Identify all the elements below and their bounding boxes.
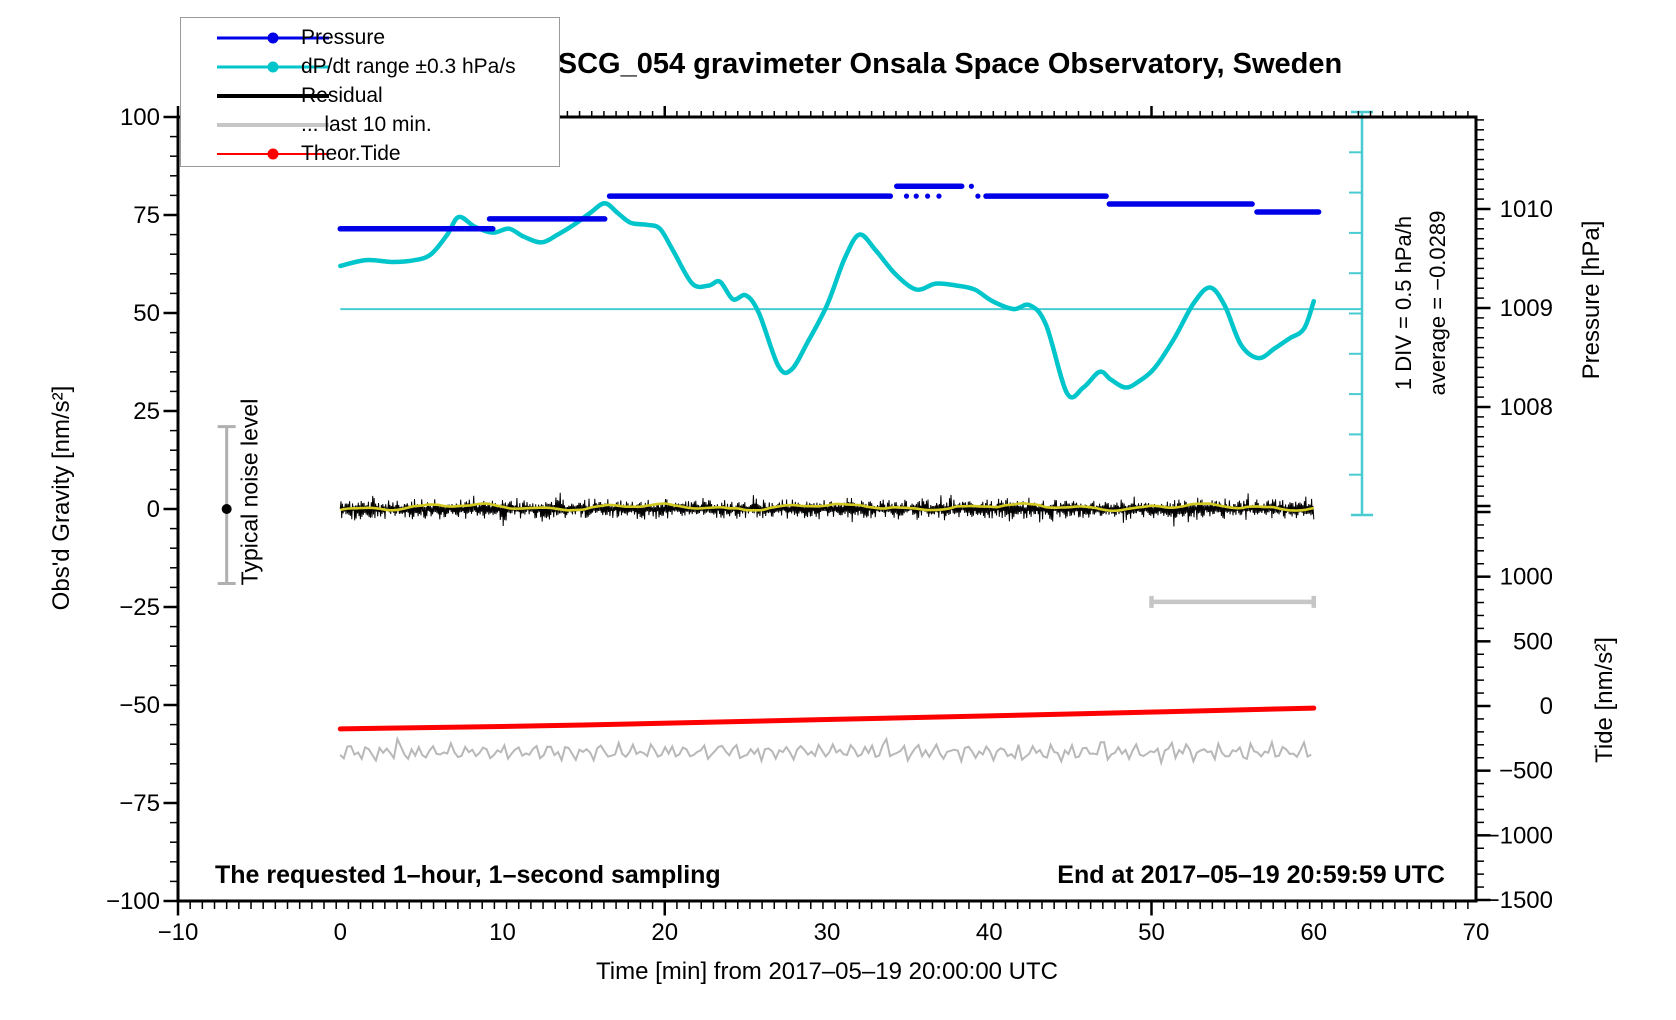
dpdt-curve <box>338 200 1317 400</box>
chart-title: SCG_054 gravimeter Onsala Space Observat… <box>557 48 1343 80</box>
pressure-axis-title: Pressure [hPa] <box>1578 220 1605 380</box>
svg-text:30: 30 <box>814 919 841 946</box>
svg-text:25: 25 <box>133 398 160 425</box>
end-time-annotation: End at 2017–05–19 20:59:59 UTC <box>1057 861 1445 889</box>
dpdt-dot-icon <box>267 61 279 73</box>
theor-tide-series <box>337 705 1317 732</box>
svg-text:−1500: −1500 <box>1486 887 1553 914</box>
svg-text:70: 70 <box>1463 919 1490 946</box>
legend-label-pressure: Pressure <box>301 26 386 49</box>
noise-errorbar <box>217 425 236 585</box>
svg-text:20: 20 <box>651 919 678 946</box>
plot-frame <box>176 115 1478 903</box>
legend-item-tide: Theor.Tide <box>181 140 559 168</box>
svg-text:60: 60 <box>1300 919 1327 946</box>
svg-text:10: 10 <box>489 919 516 946</box>
noise-level-label: Typical noise level <box>236 398 263 586</box>
svg-text:100: 100 <box>120 104 160 131</box>
svg-text:50: 50 <box>1138 919 1165 946</box>
legend-label-tide: Theor.Tide <box>301 142 401 165</box>
svg-text:75: 75 <box>133 202 160 229</box>
y-axis-ticks: 100 75 50 25 0 −25 −50 −75 −100 <box>106 104 177 915</box>
svg-text:−75: −75 <box>119 790 160 817</box>
svg-text:1000: 1000 <box>1500 564 1553 591</box>
svg-text:0: 0 <box>334 919 347 946</box>
x-axis-ticks: −10 0 10 20 30 40 50 60 70 <box>158 106 1490 946</box>
legend-label-residual: Residual <box>301 84 383 107</box>
pressure-series <box>337 183 1322 232</box>
svg-text:500: 500 <box>1513 628 1553 655</box>
svg-text:1008: 1008 <box>1500 394 1553 421</box>
pressure-dot-icon <box>267 32 279 44</box>
svg-text:0: 0 <box>147 496 160 523</box>
svg-text:50: 50 <box>133 300 160 327</box>
svg-text:0: 0 <box>1540 693 1553 720</box>
legend-label-last10: ... last 10 min. <box>301 113 432 136</box>
legend: Pressure dP/dt range ±0.3 hPa/s Residual..… <box>180 17 560 167</box>
svg-text:1009: 1009 <box>1500 295 1553 322</box>
residual-smoothed <box>340 501 1315 513</box>
tide-dot-icon <box>267 148 279 160</box>
left-axis-title: Obs'd Gravity [nm/s²] <box>48 385 75 611</box>
svg-text:−1000: −1000 <box>1486 822 1553 849</box>
svg-text:40: 40 <box>976 919 1003 946</box>
residual-series <box>339 492 1315 527</box>
legend-item-last10: ... last 10 min. <box>181 111 559 139</box>
tide-axis-title: Tide [nm/s²] <box>1591 637 1618 763</box>
svg-text:−100: −100 <box>106 888 160 915</box>
scale-average-label: average = −0.0289 <box>1425 210 1450 396</box>
svg-text:−50: −50 <box>119 692 160 719</box>
scale-div-label: 1 DIV = 0.5 hPa/h <box>1391 215 1416 391</box>
right-axis-ticks: 1010 1009 1008 1000 500 0 −500 −1000 −1500 <box>1477 119 1553 914</box>
legend-item-residual: Residual <box>181 82 559 110</box>
svg-text:−500: −500 <box>1499 758 1553 785</box>
tide-residual-trace <box>339 735 1312 767</box>
dpdt-scale-bar <box>1349 110 1373 517</box>
x-axis-title: Time [min] from 2017–05–19 20:00:00 UTC <box>595 958 1059 985</box>
svg-text:1010: 1010 <box>1500 196 1553 223</box>
legend-item-dpdt: dP/dt range ±0.3 hPa/s <box>181 53 559 81</box>
svg-text:−25: −25 <box>119 594 160 621</box>
svg-text:−10: −10 <box>158 919 199 946</box>
legend-item-pressure: Pressure <box>181 24 559 52</box>
legend-label-dpdt: dP/dt range ±0.3 hPa/s <box>301 55 516 78</box>
last-10-min-marker <box>1149 595 1316 608</box>
sampling-annotation: The requested 1–hour, 1–second sampling <box>215 861 721 889</box>
